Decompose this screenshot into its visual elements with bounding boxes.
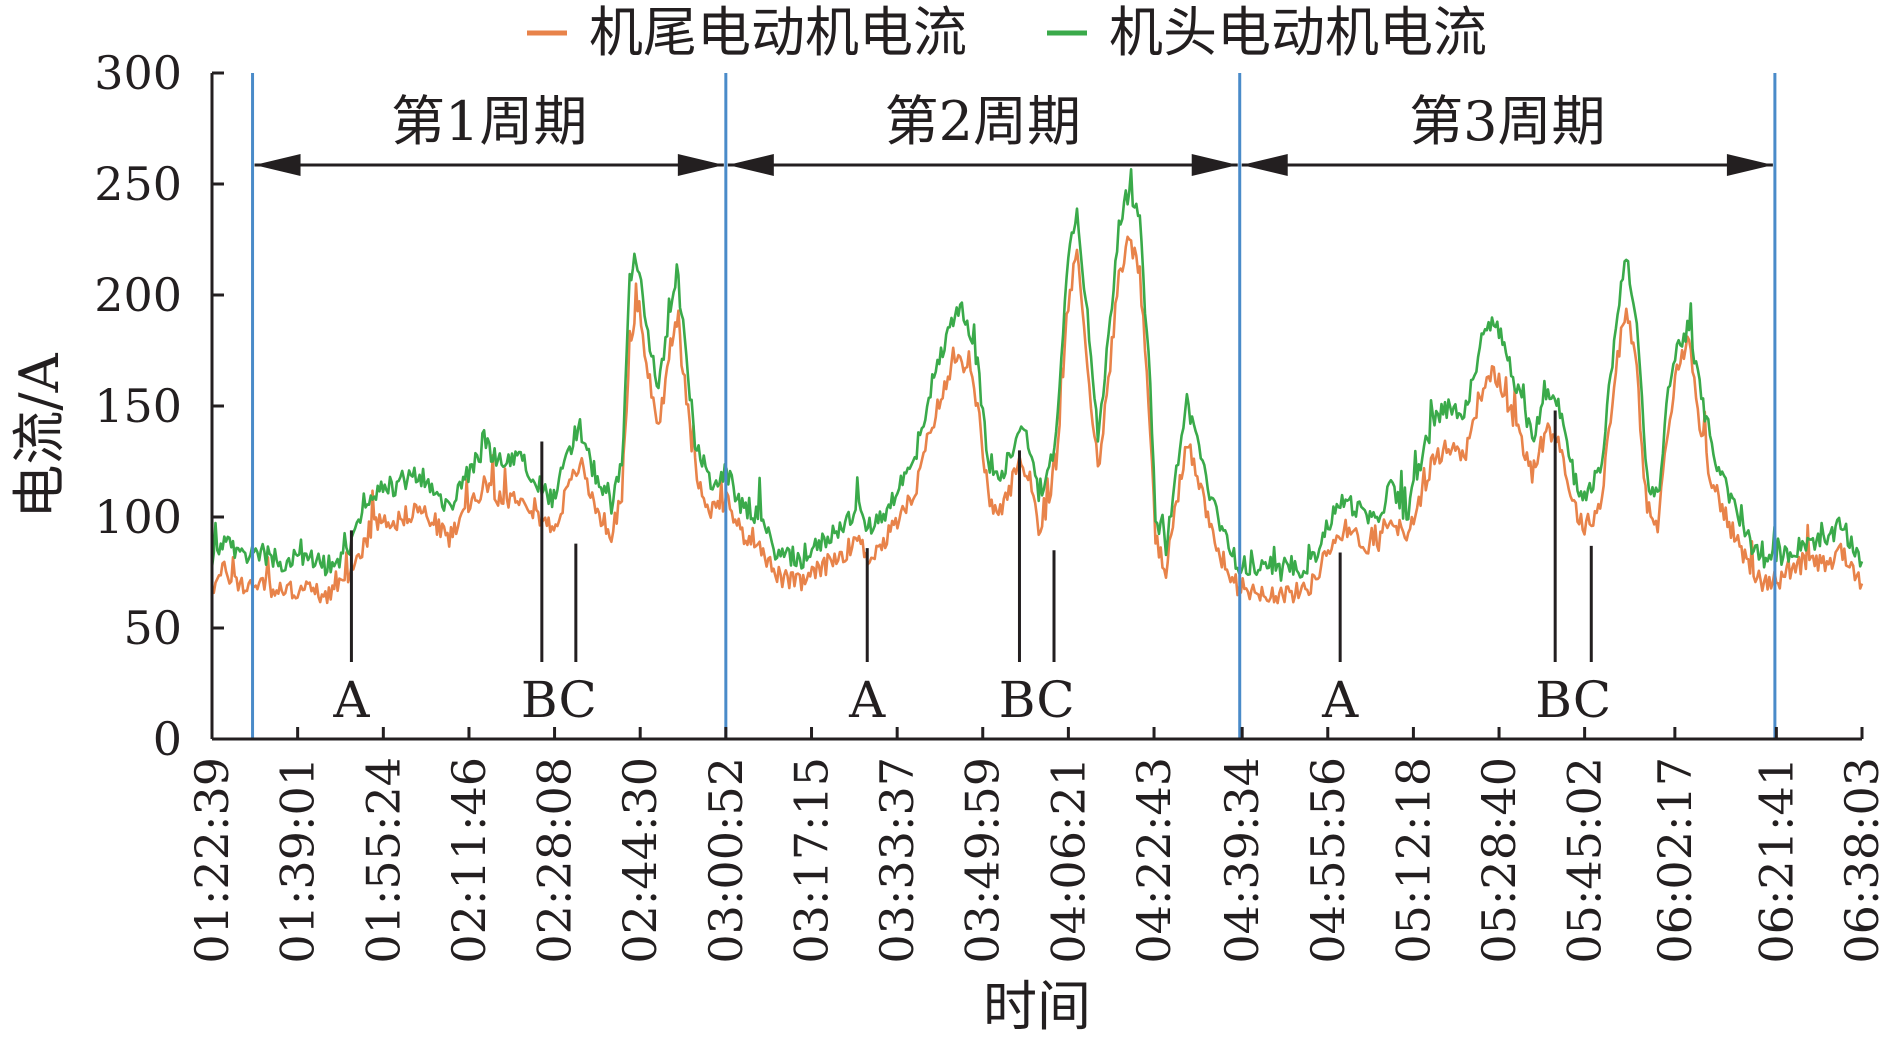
x-tick-label: 05:12:18: [1386, 757, 1440, 964]
series-line-1: [211, 235, 1864, 605]
x-tick-label: 04:55:56: [1301, 757, 1355, 964]
event-markers: A BC A BC A BC: [332, 410, 1611, 729]
arrow-right-head: [677, 154, 724, 176]
arrow-right-head: [1726, 154, 1773, 176]
y-tick-label: 0: [153, 712, 182, 766]
arrow-right-head: [1191, 154, 1238, 176]
event-label: A: [1321, 671, 1359, 729]
y-tick-label: 250: [94, 157, 182, 211]
x-tick-label: 02:28:08: [528, 757, 582, 964]
x-tick-label: 06:02:17: [1648, 757, 1702, 964]
x-tick-label: 05:45:02: [1558, 757, 1612, 964]
y-axis-title: 电流/A: [8, 352, 71, 518]
y-tick-label: 50: [123, 601, 182, 655]
x-tick-label: 04:22:43: [1127, 757, 1181, 964]
series-line-2: [210, 168, 1864, 582]
x-tick-label: 05:28:40: [1472, 757, 1526, 964]
x-tick-label: 02:44:30: [613, 757, 667, 964]
x-tick-label: 02:11:46: [442, 757, 496, 964]
x-axis-title: 时间: [983, 975, 1091, 1038]
x-tick-label: 06:21:41: [1749, 757, 1803, 964]
legend: 机尾电动机电流 机头电动机电流: [527, 1, 1487, 64]
y-tick-label: 100: [94, 490, 182, 544]
x-tick-label: 04:06:21: [1041, 757, 1095, 964]
event-label: A: [332, 671, 370, 729]
event-label: A: [848, 671, 886, 729]
arrow-left-head: [1241, 154, 1288, 176]
x-tick-label: 01:39:01: [271, 757, 325, 964]
x-tick-label: 03:33:37: [870, 757, 924, 964]
x-tick-label: 03:49:59: [956, 757, 1010, 964]
arrow-left-head: [254, 154, 301, 176]
axes: 0 50 100 150 200 250 300 01:22:39 01:39:01 01:55:…: [94, 46, 1889, 964]
event-label: BC: [1535, 671, 1611, 729]
legend-label: 机头电动机电流: [1109, 1, 1487, 64]
arrow-left-head: [727, 154, 774, 176]
period-label: 第3周期: [1409, 90, 1605, 153]
y-tick-label: 200: [94, 268, 182, 322]
x-tick-label: 03:17:15: [785, 757, 839, 964]
period-markers: 第1周期 第2周期 第3周期: [251, 73, 1777, 739]
x-tick-label: 04:39:34: [1215, 757, 1269, 964]
x-tick-label: 03:00:52: [699, 757, 753, 964]
period-label: 第2周期: [885, 90, 1081, 153]
y-tick-label: 300: [94, 46, 182, 100]
x-tick-label: 01:55:24: [356, 757, 410, 964]
x-tick-label: 06:38:03: [1835, 757, 1889, 964]
y-tick-label: 150: [94, 379, 182, 433]
period-label: 第1周期: [391, 90, 587, 153]
x-tick-label: 01:22:39: [185, 757, 239, 964]
legend-label: 机尾电动机电流: [589, 1, 967, 64]
series-lines: [210, 168, 1864, 605]
event-label: BC: [521, 671, 597, 729]
event-label: BC: [999, 671, 1075, 729]
